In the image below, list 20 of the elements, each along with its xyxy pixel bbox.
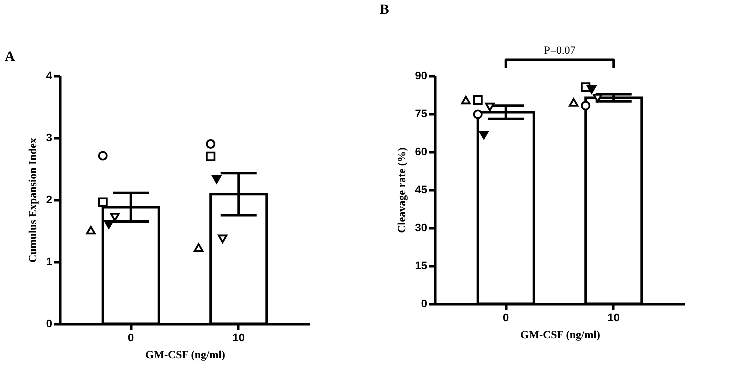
x-tick-label: 10 — [608, 312, 620, 324]
y-tick-label: 0 — [421, 298, 428, 310]
chart-title: B — [380, 3, 390, 18]
y-tick-label: 1 — [46, 256, 52, 268]
y-tick-label: 45 — [415, 184, 428, 196]
text: P=0.07 — [544, 45, 576, 57]
y-tick-label: 4 — [46, 70, 54, 82]
y-tick-label: 3 — [46, 132, 52, 144]
x-axis-title: GM-CSF (ng/ml) — [520, 330, 601, 342]
y-axis-title: Cleavage rate (%) — [396, 147, 408, 234]
x-tick-label: 10 — [232, 332, 246, 344]
y-tick-label: 60 — [415, 146, 428, 158]
x-axis-title: GM-CSF (ng/ml) — [146, 350, 226, 362]
y-tick-label: 90 — [415, 70, 428, 82]
chart-title: A — [5, 50, 16, 65]
y-tick-label: 15 — [415, 260, 428, 272]
y-tick-label: 30 — [415, 222, 428, 234]
y-tick-label: 2 — [46, 194, 52, 206]
y-tick-label: 75 — [415, 108, 428, 120]
y-axis-title: Cumulus Expansion Index — [27, 138, 40, 263]
